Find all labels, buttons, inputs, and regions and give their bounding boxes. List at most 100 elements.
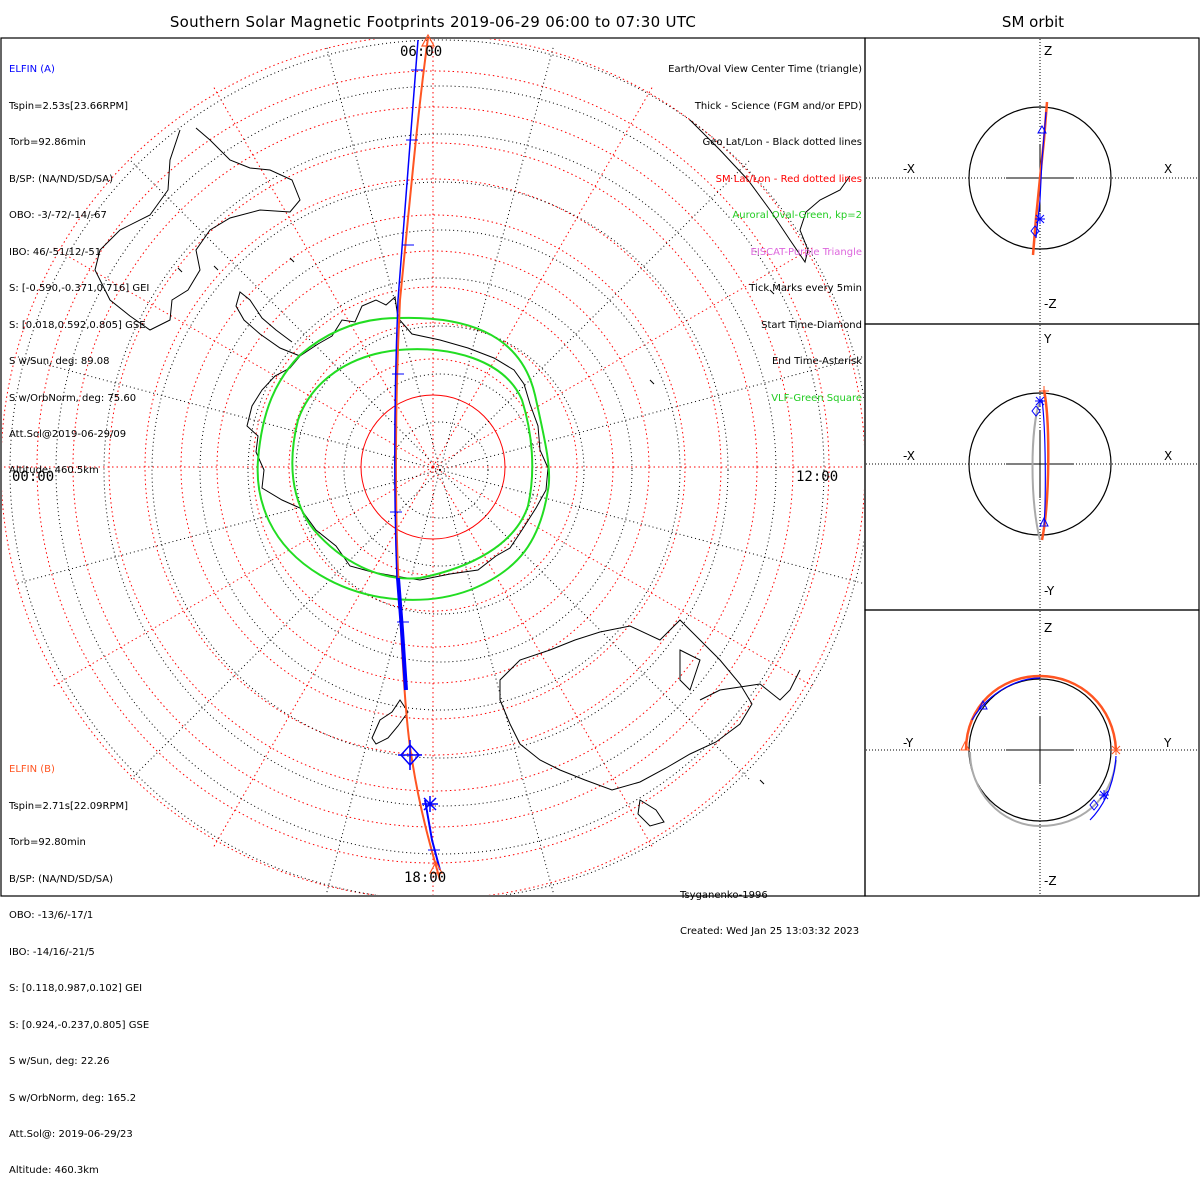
geo-lat-ring bbox=[343, 373, 537, 567]
elfin-a-line: S w/OrbNorm, deg: 75.60 bbox=[9, 392, 137, 404]
geo-lon-spoke bbox=[325, 469, 441, 895]
elfin-a-name: ELFIN (A) bbox=[9, 64, 55, 76]
footprint-map bbox=[0, 33, 1200, 897]
sm-lat-lon-grid bbox=[2, 39, 864, 895]
elfin-a-trace bbox=[394, 39, 419, 581]
xy-label-right: X bbox=[1164, 449, 1173, 463]
elfin-b-line: Altitude: 460.3km bbox=[9, 1165, 99, 1177]
elfin-b-line: S: [0.118,0.987,0.102] GEI bbox=[9, 983, 143, 995]
map-label-right: 12:00 bbox=[796, 469, 839, 485]
tick-marks bbox=[390, 69, 440, 851]
legend-item: Auroral Oval-Green, kp=2 bbox=[732, 210, 862, 222]
legend-item: Thick - Science (FGM and/or EPD) bbox=[694, 100, 862, 112]
auroral-oval-inner bbox=[291, 348, 534, 580]
geo-lat-ring bbox=[391, 421, 489, 519]
map-label-top: 06:00 bbox=[400, 44, 443, 60]
antarctica-coastline bbox=[246, 296, 549, 581]
coastlines bbox=[94, 119, 851, 827]
credits: Tsyganenko-1996 Created: Wed Jan 25 13:0… bbox=[680, 866, 859, 950]
elfin-a-line: OBO: -3/-72/-14/-67 bbox=[9, 210, 107, 222]
sm-orbit-panels bbox=[866, 39, 1199, 895]
legend-item: Geo Lat/Lon - Black dotted lines bbox=[702, 137, 862, 149]
geo-lon-spoke bbox=[325, 44, 441, 471]
geo-lon-spoke bbox=[128, 469, 441, 782]
orbit-panel-yz bbox=[866, 611, 1199, 895]
xz-label-top: Z bbox=[1044, 44, 1053, 58]
orbit-panel-xz-frame bbox=[864, 37, 1200, 325]
xy-label-bottom: -Y bbox=[1044, 584, 1055, 598]
elfin-a-line: Altitude: 460.5km bbox=[9, 465, 99, 477]
sm-lon-spoke bbox=[432, 466, 815, 688]
legend-item: Earth/Oval View Center Time (triangle) bbox=[668, 64, 862, 76]
sm-lon-spoke bbox=[432, 466, 654, 849]
xz-label-bottom: -Z bbox=[1044, 297, 1057, 311]
orbit-panel-xz bbox=[866, 39, 1199, 323]
start-end-markers bbox=[398, 33, 444, 874]
geo-lat-ring bbox=[151, 181, 729, 759]
geo-lon-spoke bbox=[439, 158, 752, 471]
elfin-b-line: Torb=92.80min bbox=[9, 837, 86, 849]
elfin-b-line: S: [0.924,-0.237,0.805] GSE bbox=[9, 1019, 150, 1031]
elfin-b-line: B/SP: (NA/ND/SD/SA) bbox=[9, 873, 113, 885]
geo-lat-ring bbox=[103, 133, 777, 807]
elfin-a-line: S w/Sun, deg: 89.08 bbox=[9, 356, 110, 368]
elfin-a-line: Att.Sol@2019-06-29/09 bbox=[9, 429, 127, 440]
elfin-a-line: S: [0.018,0.592,0.805] GSE bbox=[9, 319, 146, 331]
xy-orbit-a bbox=[1041, 399, 1046, 526]
map-label-bottom: 18:00 bbox=[404, 870, 447, 886]
xy-label-top: Y bbox=[1044, 332, 1052, 346]
legend-item: VLF-Green Square bbox=[771, 392, 862, 404]
africa-coastline bbox=[689, 119, 851, 264]
legend-item: Tick Marks every 5min bbox=[749, 283, 862, 295]
yz-label-top: Z bbox=[1044, 621, 1053, 635]
elfin-a-line: Torb=92.86min bbox=[9, 137, 86, 149]
geo-lat-ring bbox=[247, 277, 633, 663]
orbit-title: SM orbit bbox=[1001, 13, 1065, 31]
sm-lon-spoke bbox=[432, 85, 654, 468]
australia-coastline bbox=[499, 619, 753, 791]
tasmania-coastline bbox=[637, 799, 665, 827]
geo-lat-ring bbox=[295, 325, 585, 615]
elfin-a-line: B/SP: (NA/ND/SD/SA) bbox=[9, 173, 113, 185]
yz-label-left: -Y bbox=[903, 736, 914, 750]
model-name: Tsyganenko-1996 bbox=[680, 890, 768, 901]
elfin-b-line: S w/OrbNorm, deg: 165.2 bbox=[9, 1092, 137, 1104]
elfin-a-trace-south bbox=[424, 799, 441, 871]
geo-lon-spoke bbox=[439, 355, 864, 471]
sm-lon-spoke bbox=[51, 466, 434, 688]
xz-label-left: -X bbox=[903, 162, 915, 176]
map-label-left: 00:00 bbox=[12, 469, 55, 485]
elfin-b-line: OBO: -13/6/-17/1 bbox=[9, 910, 94, 922]
geo-lon-spoke bbox=[439, 469, 864, 585]
elfin-a-info: ELFIN (A) Tspin=2.53s[23.66RPM] Torb=92.… bbox=[9, 40, 149, 490]
elfin-b-line: IBO: -14/16/-21/5 bbox=[9, 946, 95, 958]
yz-orbit-shadow bbox=[969, 751, 1117, 828]
footprint-traces bbox=[394, 37, 441, 881]
end-asterisk bbox=[422, 796, 438, 812]
view-triangle bbox=[420, 33, 436, 47]
sm-lon-spoke bbox=[432, 246, 815, 468]
elfin-a-line: Tspin=2.53s[23.66RPM] bbox=[9, 100, 129, 112]
elfin-a-line: IBO: 46/-51/12/-51 bbox=[9, 246, 102, 258]
sm-lon-spoke bbox=[51, 246, 434, 468]
orbit-panel-xy bbox=[866, 325, 1199, 609]
elfin-a-line: S: [-0.590,-0.371,0.716] GEI bbox=[9, 283, 150, 295]
geo-lat-lon-grid bbox=[9, 39, 864, 895]
view-triangle-bottom bbox=[428, 860, 444, 874]
elfin-b-name: ELFIN (B) bbox=[9, 764, 55, 776]
page-title: Southern Solar Magnetic Footprints 2019-… bbox=[169, 13, 697, 31]
elfin-b-trace bbox=[394, 37, 441, 881]
auroral-oval-outer bbox=[256, 316, 551, 601]
geo-lon-spoke bbox=[439, 469, 555, 895]
xy-orbit-shadow bbox=[1031, 399, 1041, 541]
orbit-panel-yz-frame bbox=[864, 609, 1200, 897]
new-zealand-coastline bbox=[371, 699, 409, 745]
elfin-b-line: Att.Sol@: 2019-06-29/23 bbox=[9, 1129, 133, 1140]
antarctic-peninsula bbox=[235, 291, 301, 357]
auroral-oval bbox=[256, 316, 551, 601]
legend-item: Start Time-Diamond bbox=[761, 319, 862, 331]
elfin-b-line: S w/Sun, deg: 22.26 bbox=[9, 1056, 110, 1068]
elfin-b-line: Tspin=2.71s[22.09RPM] bbox=[9, 800, 129, 812]
xz-label-right: X bbox=[1164, 162, 1173, 176]
start-cross bbox=[398, 740, 422, 770]
